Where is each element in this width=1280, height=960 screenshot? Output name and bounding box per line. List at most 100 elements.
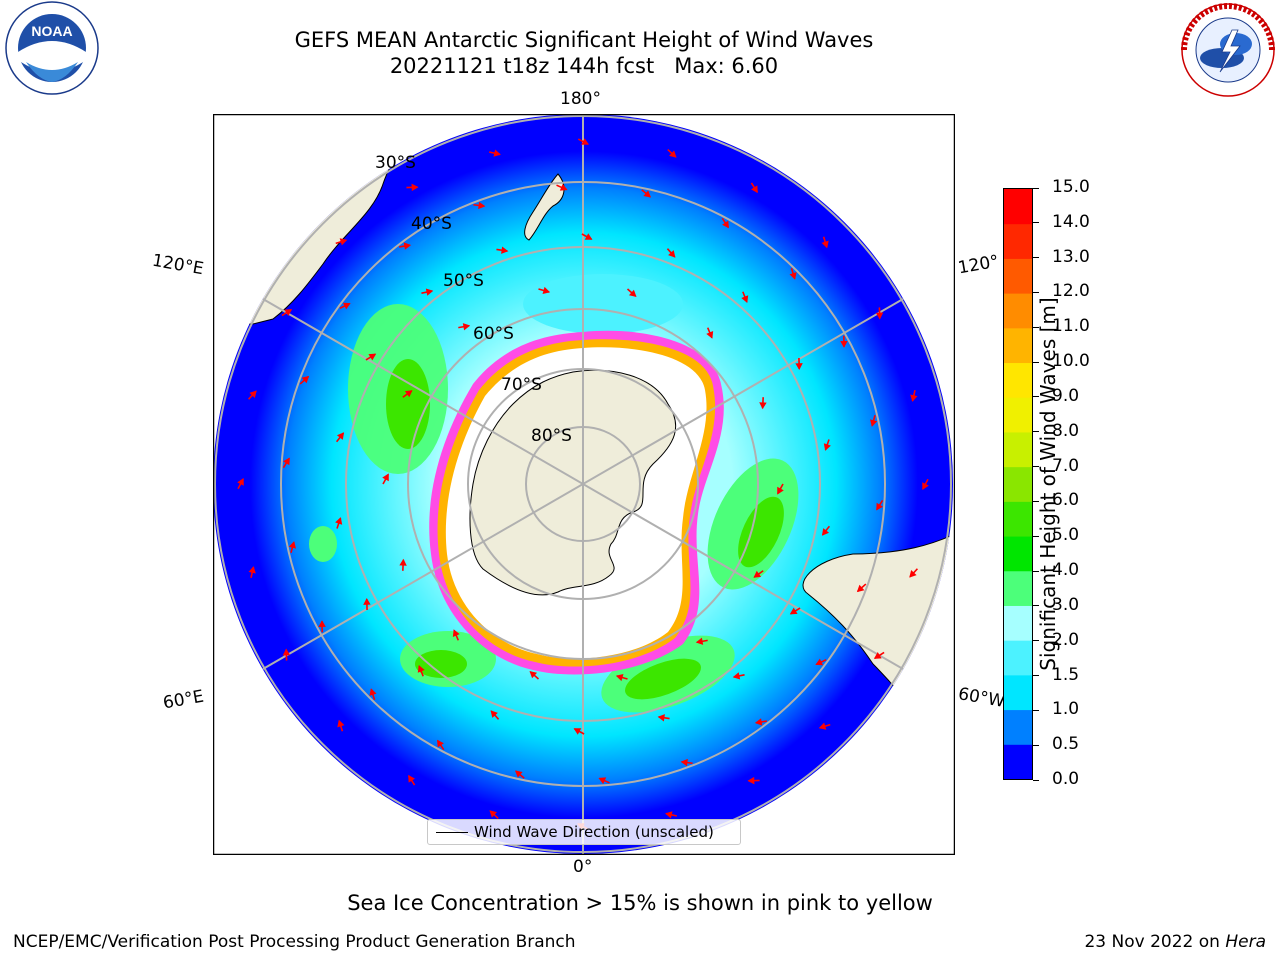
wind-arrow-head (657, 714, 665, 722)
map-title: GEFS MEAN Antarctic Significant Height o… (294, 28, 874, 52)
wind-arrow-layer (237, 138, 929, 830)
map-panel: 30°S 40°S 50°S 60°S 70°S 80°S (213, 114, 955, 855)
wind-arrow-head (283, 457, 290, 466)
colorbar-band (1004, 466, 1032, 502)
colorbar-tick-mark (1033, 570, 1039, 572)
date-text: 23 Nov 2022 on Hera (1084, 932, 1266, 952)
colorbar-band (1004, 258, 1032, 294)
wind-arrow-head (821, 528, 830, 536)
wind-arrow-head (706, 331, 714, 339)
wind-arrow-head (573, 728, 582, 735)
credit-text: NCEP/EMC/Verification Post Processing Pr… (13, 932, 576, 952)
wind-arrow-head (501, 246, 509, 254)
wind-arrow-head (856, 584, 865, 593)
noaa-logo-text: NOAA (31, 23, 72, 39)
colorbar-tick-mark (1033, 779, 1039, 781)
map-subtitle: 20221121 t18z 144h fcst Max: 6.60 (389, 54, 779, 78)
colorbar-tick-label: 11.0 (1052, 316, 1090, 337)
wind-arrow-head (490, 710, 498, 718)
wave-patch (738, 496, 784, 568)
wind-arrow-head (751, 185, 758, 194)
wind-arrow-head (759, 402, 767, 410)
wind-arrow-head (598, 777, 607, 785)
colorbar-tick-label: 9.0 (1052, 385, 1080, 406)
wind-arrow-head (870, 419, 878, 427)
colorbar-tick-label: 8.0 (1052, 420, 1080, 441)
wind-arrow-head (823, 443, 831, 451)
wind-arrow-head (489, 810, 497, 818)
wind-arrow-head (741, 295, 749, 303)
colorbar-tick-mark (1033, 222, 1039, 224)
lon-label-60w: 60°W (956, 684, 1007, 712)
lat-label-40s: 40°S (411, 214, 452, 234)
wind-arrow-head (669, 150, 677, 158)
wind-arrow-head (722, 220, 729, 229)
wind-arrow-head (795, 363, 803, 371)
sea-ice-note: Sea Ice Concentration > 15% is shown in … (347, 891, 933, 915)
meridian (262, 298, 904, 670)
colorbar-tick-mark (1033, 466, 1039, 468)
colorbar-band (1004, 536, 1032, 572)
wind-arrow-head (284, 309, 293, 316)
wind-arrow-head (514, 770, 523, 778)
colorbar-tick-label: 15.0 (1052, 177, 1090, 197)
wind-arrow-head (403, 242, 412, 250)
colorbar-tick-mark (1033, 187, 1039, 189)
wind-arrow-head (665, 811, 673, 819)
wind-arrow-head (425, 288, 434, 296)
lon-label-180: 180° (560, 89, 601, 109)
wind-arrow-head (818, 722, 827, 730)
colorbar-tick-mark (1033, 361, 1039, 363)
colorbar-tick-mark (1033, 500, 1039, 502)
colorbar-tick-label: 1.5 (1052, 664, 1080, 685)
colorbar-tick-label: 12.0 (1052, 281, 1090, 302)
wind-arrow-head (581, 138, 589, 145)
colorbar-band (1004, 605, 1032, 641)
wind-arrow-head (248, 566, 256, 574)
wind-arrow-head (529, 671, 538, 679)
wind-arrow-head (777, 486, 784, 495)
wind-arrow-head (462, 323, 471, 331)
colorbar-band (1004, 709, 1032, 745)
colorbar-band (1004, 189, 1032, 225)
wind-arrow-head (282, 648, 291, 656)
colorbar-band (1004, 744, 1032, 779)
colorbar-band (1004, 293, 1032, 329)
wind-arrow-head (909, 570, 917, 578)
wind-arrow-head (747, 776, 755, 785)
wind-arrow-head (288, 541, 296, 549)
colorbar-tick-mark (1033, 709, 1039, 711)
lon-label-120e: 120°E (150, 250, 206, 280)
wind-arrow-head (417, 665, 425, 673)
wind-arrow-head (753, 570, 762, 578)
colorbar-tick-mark (1033, 326, 1039, 328)
colorbar-tick-label: 6.0 (1052, 490, 1080, 511)
wind-arrow-head (668, 250, 676, 258)
nws-logo (1181, 3, 1275, 97)
machine-name: Hera (1225, 932, 1266, 952)
wind-arrow-head (559, 183, 568, 191)
lat-label-50s: 50°S (443, 271, 484, 291)
colorbar-tick-mark (1033, 744, 1039, 746)
wind-arrow-head (337, 719, 345, 728)
colorbar-band (1004, 223, 1032, 259)
wind-arrow-head (408, 774, 415, 783)
colorbar-tick-mark (1033, 257, 1039, 259)
wind-arrow-head (680, 758, 688, 767)
colorbar-tick-label: 1.0 (1052, 699, 1080, 720)
wind-arrow-head (368, 353, 377, 361)
wind-arrow-head (876, 502, 883, 511)
wind-arrow-head (910, 394, 918, 402)
lon-label-120w: 120° (956, 251, 1001, 279)
wind-arrow-head (493, 149, 501, 157)
wind-arrow-head (237, 478, 244, 486)
colorbar-band (1004, 640, 1032, 676)
colorbar-band (1004, 501, 1032, 537)
date-label: 23 Nov 2022 on (1084, 932, 1220, 952)
colorbar-tick-mark (1033, 291, 1039, 293)
wind-arrow-head (873, 652, 882, 659)
wind-arrow-head (342, 302, 351, 310)
colorbar-tick-label: 2.0 (1052, 629, 1080, 650)
wind-arrow-head (369, 688, 377, 696)
colorbar-tick-label: 7.0 (1052, 455, 1080, 476)
